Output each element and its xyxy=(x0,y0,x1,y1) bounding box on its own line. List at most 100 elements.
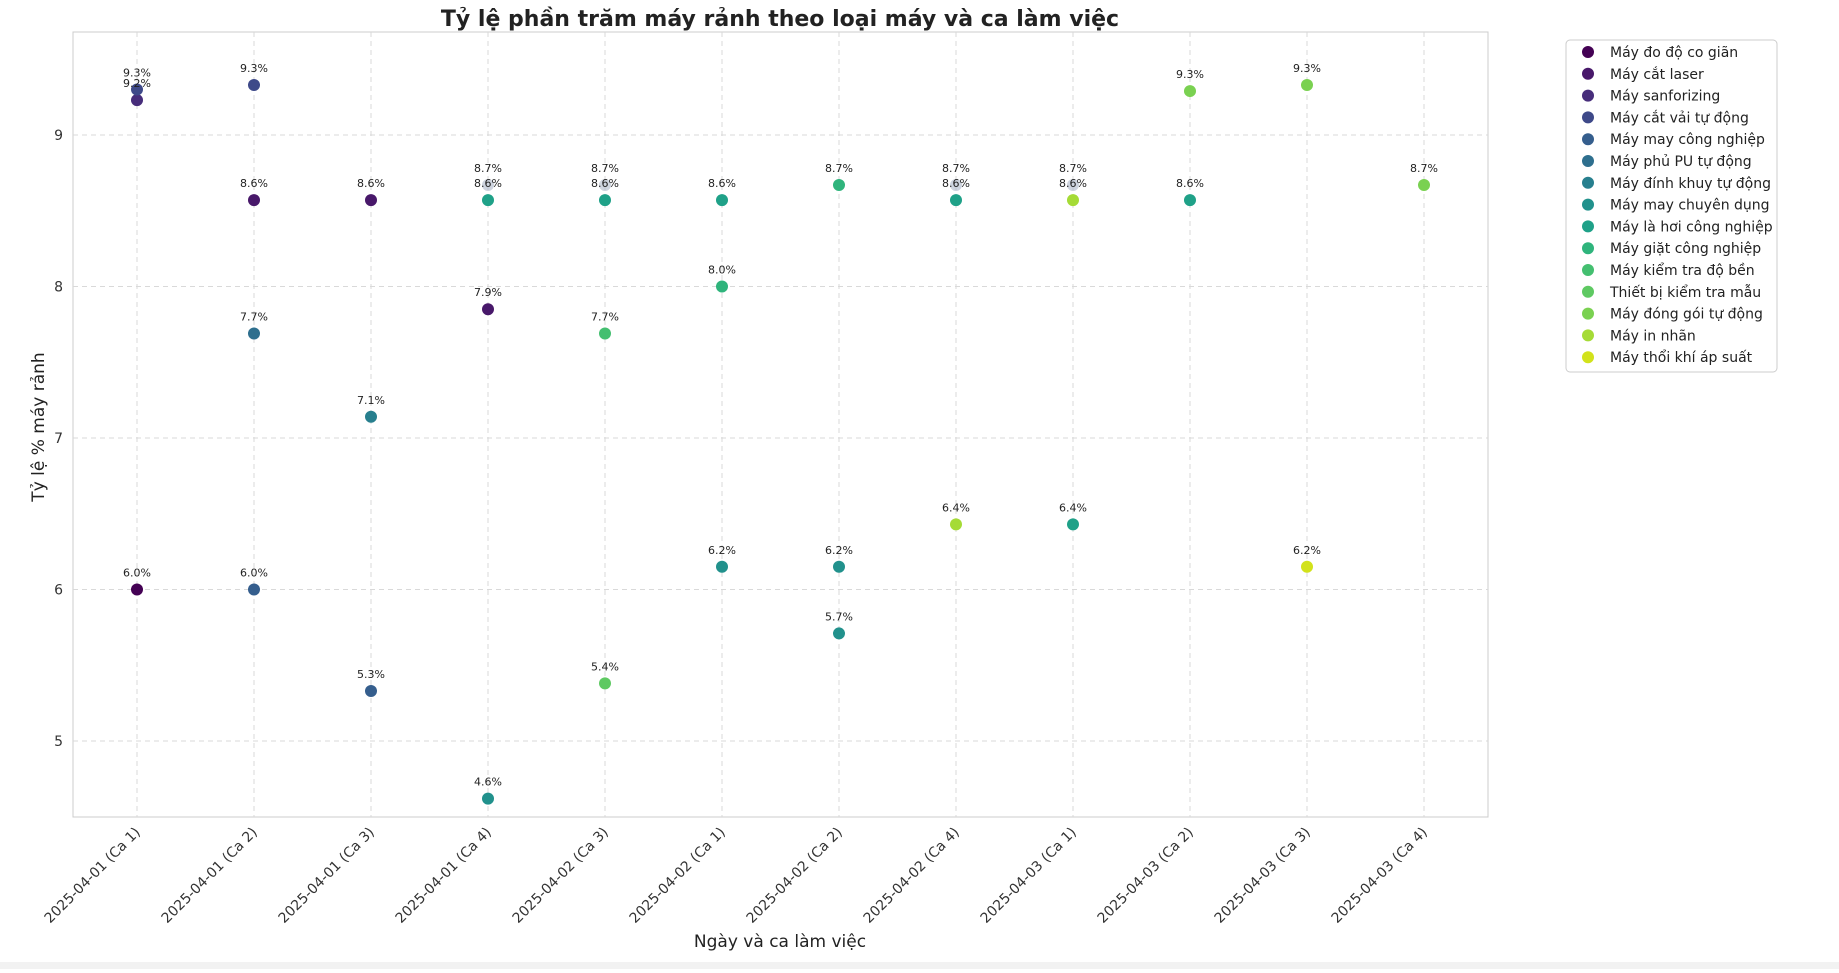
y-tick-label: 8 xyxy=(54,280,63,296)
data-label: 8.6% xyxy=(591,177,619,190)
legend-marker xyxy=(1582,242,1594,255)
legend-label: Máy sanforizing xyxy=(1610,89,1720,105)
legend-marker xyxy=(1582,264,1594,276)
x-tick-label: 2025-04-03 (Ca 4) xyxy=(1329,825,1431,927)
data-label: 8.7% xyxy=(591,162,619,175)
data-point xyxy=(365,410,377,423)
legend-marker xyxy=(1582,133,1594,146)
data-label: 9.3% xyxy=(240,62,268,75)
legend-label: Máy thổi khí áp suất xyxy=(1610,349,1753,366)
legend-marker xyxy=(1582,46,1594,58)
data-label: 6.0% xyxy=(123,567,151,580)
data-label: 7.7% xyxy=(591,310,619,323)
legend-marker xyxy=(1582,220,1594,233)
data-label: 5.7% xyxy=(825,610,853,623)
y-axis-label: Tỷ lệ % máy rảnh xyxy=(29,352,49,502)
x-tick-label: 2025-04-02 (Ca 4) xyxy=(861,825,963,927)
data-point xyxy=(482,303,494,316)
legend-marker xyxy=(1582,176,1594,189)
data-point xyxy=(599,194,611,207)
data-point xyxy=(950,178,962,191)
legend-marker xyxy=(1582,307,1594,320)
data-point xyxy=(1067,518,1079,531)
plot-area xyxy=(72,31,1489,818)
legend-label: Máy đính khuy tự động xyxy=(1610,176,1771,192)
x-tick-label: 2025-04-01 (Ca 3) xyxy=(276,825,378,927)
legend-marker xyxy=(1582,198,1594,211)
data-label: 8.6% xyxy=(240,177,268,190)
data-point xyxy=(1067,178,1079,191)
data-point xyxy=(599,677,611,690)
data-point xyxy=(365,194,377,207)
data-label: 5.4% xyxy=(591,660,619,673)
data-point xyxy=(1301,79,1313,92)
chart-title: Tỷ lệ phần trăm máy rảnh theo loại máy v… xyxy=(441,7,1119,32)
data-labels: 6.0% 8.6% 8.6% 7.9% 9.2% 9.3% 9.3% 6.0% 5.3% 7.7%… xyxy=(123,62,1438,789)
legend: Máy đo độ co giãn Máy cắt laser Máy sanfor… xyxy=(1565,39,1778,373)
data-point xyxy=(131,583,143,596)
data-label: 6.2% xyxy=(708,544,736,557)
data-label: 8.6% xyxy=(708,177,736,190)
data-point xyxy=(248,327,260,340)
x-tick-label: 2025-04-01 (Ca 4) xyxy=(393,825,495,927)
legend-marker xyxy=(1582,111,1594,124)
y-axis-ticks: 5 6 7 8 9 xyxy=(54,128,63,750)
y-tick-label: 7 xyxy=(54,431,63,447)
data-label: 6.0% xyxy=(240,567,268,580)
data-label: 7.1% xyxy=(357,394,385,407)
y-tick-label: 5 xyxy=(54,734,63,750)
data-label: 5.3% xyxy=(357,668,385,681)
x-tick-label: 2025-04-03 (Ca 3) xyxy=(1212,825,1314,927)
data-label: 9.2% xyxy=(123,77,151,90)
legend-label: Máy kiểm tra độ bền xyxy=(1610,262,1755,279)
data-label: 6.4% xyxy=(1059,501,1087,514)
data-label: 7.9% xyxy=(474,286,502,299)
data-point xyxy=(950,194,962,207)
legend-label: Máy in nhãn xyxy=(1610,328,1696,344)
data-label: 4.6% xyxy=(474,776,502,789)
data-point xyxy=(248,194,260,207)
legend-label: Máy cắt vải tự động xyxy=(1610,109,1749,126)
data-point xyxy=(1184,85,1196,98)
data-label: 6.2% xyxy=(1293,544,1321,557)
x-tick-label: 2025-04-02 (Ca 3) xyxy=(510,825,612,927)
data-point xyxy=(716,194,728,207)
data-point xyxy=(1184,194,1196,207)
data-point xyxy=(833,178,845,191)
legend-entries: Máy đo độ co giãn Máy cắt laser Máy sanfor… xyxy=(1582,45,1773,366)
legend-label: Máy may công nghiệp xyxy=(1610,132,1765,148)
data-label: 9.3% xyxy=(1293,62,1321,75)
data-label: 8.7% xyxy=(1059,162,1087,175)
data-point xyxy=(833,627,845,640)
x-tick-label: 2025-04-03 (Ca 2) xyxy=(1095,825,1197,927)
data-label: 8.6% xyxy=(1176,177,1204,190)
y-tick-label: 6 xyxy=(54,583,63,599)
x-tick-label: 2025-04-01 (Ca 1) xyxy=(42,825,144,927)
data-label: 8.6% xyxy=(357,177,385,190)
window-bottom-strip xyxy=(0,962,1839,969)
legend-label: Máy cắt laser xyxy=(1610,66,1704,83)
data-point xyxy=(248,583,260,596)
data-point xyxy=(833,560,845,573)
x-tick-label: 2025-04-01 (Ca 2) xyxy=(159,825,261,927)
data-label: 8.6% xyxy=(1059,177,1087,190)
data-point xyxy=(716,560,728,573)
data-point xyxy=(950,518,962,531)
legend-label: Máy may chuyên dụng xyxy=(1610,198,1770,214)
data-point xyxy=(482,194,494,207)
legend-label: Máy phủ PU tự động xyxy=(1610,154,1752,170)
legend-label: Máy đo độ co giãn xyxy=(1610,45,1738,61)
x-axis-label: Ngày và ca làm việc xyxy=(694,932,866,952)
x-axis-ticks: 2025-04-01 (Ca 1) 2025-04-01 (Ca 2) 2025-0… xyxy=(42,825,1431,927)
data-point xyxy=(1067,194,1079,207)
data-label: 8.0% xyxy=(708,264,736,277)
data-label: 9.3% xyxy=(1176,68,1204,81)
grid-lines xyxy=(73,32,1488,817)
legend-label: Máy giặt công nghiệp xyxy=(1610,241,1761,257)
legend-marker xyxy=(1582,329,1594,342)
x-tick-label: 2025-04-03 (Ca 1) xyxy=(978,825,1080,927)
overlapped-data-labels: 8.7% 8.7% 8.7% 8.7% xyxy=(474,162,1087,191)
data-label: 8.7% xyxy=(474,162,502,175)
